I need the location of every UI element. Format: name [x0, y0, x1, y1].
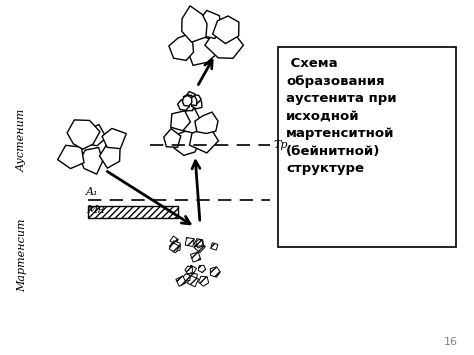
Polygon shape: [188, 96, 197, 105]
Polygon shape: [188, 273, 197, 282]
Polygon shape: [185, 266, 192, 274]
Polygon shape: [191, 252, 201, 262]
Polygon shape: [176, 276, 186, 286]
Polygon shape: [178, 100, 189, 110]
Polygon shape: [185, 237, 194, 246]
Polygon shape: [85, 125, 107, 146]
Polygon shape: [213, 16, 239, 44]
Polygon shape: [184, 100, 195, 111]
Polygon shape: [170, 236, 178, 245]
Polygon shape: [210, 243, 218, 250]
Polygon shape: [182, 95, 192, 106]
Polygon shape: [194, 241, 205, 253]
Polygon shape: [58, 145, 84, 169]
Polygon shape: [169, 242, 180, 253]
Text: Схема
образования
аустенита при
исходной
мартенситной
(бейнитной)
структуре: Схема образования аустенита при исходной…: [286, 57, 397, 175]
Polygon shape: [164, 129, 181, 147]
Polygon shape: [199, 276, 209, 286]
Polygon shape: [188, 37, 218, 65]
Polygon shape: [205, 29, 243, 58]
Polygon shape: [100, 144, 120, 168]
Polygon shape: [192, 95, 201, 103]
Polygon shape: [190, 125, 219, 153]
Polygon shape: [80, 147, 103, 174]
Polygon shape: [170, 241, 180, 252]
Text: Аустенит: Аустенит: [17, 108, 27, 171]
Polygon shape: [182, 6, 207, 42]
Polygon shape: [187, 275, 199, 287]
Text: A₁: A₁: [86, 187, 99, 197]
Polygon shape: [174, 131, 200, 155]
Polygon shape: [67, 120, 100, 149]
Polygon shape: [180, 109, 203, 133]
Polygon shape: [171, 111, 191, 131]
Polygon shape: [191, 98, 202, 109]
Polygon shape: [195, 112, 218, 133]
Polygon shape: [185, 92, 197, 102]
Polygon shape: [169, 34, 193, 60]
Text: 16: 16: [444, 337, 458, 347]
Polygon shape: [194, 239, 203, 248]
Polygon shape: [183, 274, 191, 282]
Text: Tр: Tр: [273, 140, 288, 150]
Polygon shape: [196, 239, 203, 246]
Text: Мартенсит: Мартенсит: [17, 218, 27, 292]
Polygon shape: [102, 129, 126, 149]
Text: Mн: Mн: [86, 205, 105, 215]
Polygon shape: [198, 265, 206, 273]
Polygon shape: [183, 95, 193, 103]
Bar: [88, 206, 178, 218]
Bar: [278, 47, 456, 247]
Polygon shape: [194, 10, 222, 38]
Polygon shape: [210, 267, 220, 277]
Polygon shape: [188, 265, 196, 274]
